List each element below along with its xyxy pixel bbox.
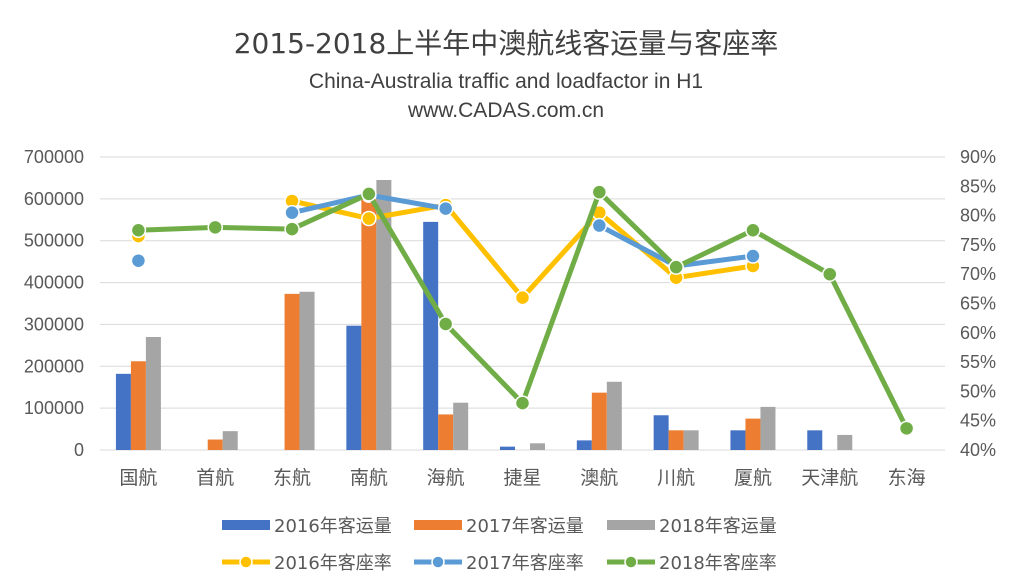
category-label: 国航: [119, 467, 157, 489]
bar: [130, 361, 146, 450]
right-axis-tick-label: 50%: [960, 381, 996, 401]
left-axis-tick-label: 500000: [24, 231, 84, 251]
bar: [299, 291, 315, 450]
point: [437, 200, 454, 217]
category-label: 澳航: [580, 467, 618, 489]
bar: [346, 325, 362, 450]
bar: [453, 402, 469, 450]
point: [745, 222, 761, 238]
point: [361, 210, 377, 227]
category-label: 天津航: [801, 467, 858, 489]
legend-label: 2016年客座率: [274, 553, 392, 574]
bar: [576, 440, 592, 450]
category-label: 厦航: [734, 467, 772, 489]
right-axis-tick-label: 65%: [960, 294, 996, 314]
right-axis-tick-label: 40%: [960, 440, 996, 460]
left-axis-tick-label: 300000: [24, 314, 84, 334]
category-label: 川航: [657, 467, 695, 489]
left-axis-tick-label: 700000: [24, 147, 84, 167]
category-label: 东海: [888, 467, 926, 489]
category-label: 东航: [273, 467, 311, 489]
bar: [376, 180, 392, 450]
bar: [730, 430, 746, 450]
bar: [745, 418, 761, 450]
right-axis-tick-label: 45%: [960, 411, 996, 431]
left-axis-tick-label: 0: [74, 440, 84, 460]
bar: [361, 198, 377, 450]
point: [745, 248, 761, 264]
right-axis-tick-label: 75%: [960, 235, 996, 255]
legend-swatch: [607, 520, 655, 530]
bar: [115, 373, 131, 450]
legend-label: 2016年客运量: [274, 516, 392, 537]
category-label: 海航: [427, 467, 465, 489]
series-line: [135, 189, 910, 431]
legend-swatch: [222, 520, 270, 530]
legend-marker: [239, 555, 253, 569]
point: [822, 266, 838, 282]
bar: [284, 293, 300, 450]
right-axis-tick-label: 90%: [960, 147, 996, 167]
point: [284, 204, 300, 221]
right-axis-tick-label: 60%: [960, 323, 996, 343]
right-axis-tick-label: 55%: [960, 352, 996, 372]
bar: [222, 431, 238, 450]
bar: [653, 415, 669, 450]
bar: [837, 434, 853, 450]
point: [668, 259, 684, 275]
bar: [606, 381, 622, 450]
category-label: 首航: [196, 467, 234, 489]
bar: [683, 430, 699, 450]
bar: [668, 430, 684, 450]
legend-label: 2017年客运量: [466, 516, 584, 537]
bar: [207, 439, 223, 450]
point: [207, 219, 223, 236]
legend-marker: [624, 555, 638, 569]
point: [591, 217, 608, 234]
bar: [145, 336, 161, 450]
point: [130, 252, 147, 269]
right-axis-tick-label: 80%: [960, 206, 996, 226]
point: [284, 221, 300, 237]
bar: [530, 443, 545, 450]
category-label: 南航: [350, 467, 388, 489]
chart-source: www.CADAS.com.cn: [407, 99, 605, 122]
bar: [423, 221, 439, 450]
point: [130, 222, 147, 238]
legend-swatch: [414, 520, 462, 530]
bar: [807, 430, 823, 450]
legend-marker: [431, 555, 445, 569]
chart-title: 2015-2018上半年中澳航线客运量与客座率: [233, 27, 779, 60]
category-label: 捷星: [503, 467, 541, 489]
series-line: [289, 198, 756, 301]
point: [514, 395, 531, 411]
point: [437, 316, 454, 332]
bar: [591, 392, 607, 450]
point: [361, 186, 377, 202]
bar: [760, 406, 776, 450]
chart-subtitle: China-Australia traffic and loadfactor i…: [308, 70, 704, 93]
legend-label: 2018年客运量: [659, 516, 777, 537]
bar: [438, 414, 454, 450]
left-axis-tick-label: 600000: [24, 189, 84, 209]
point: [591, 184, 608, 200]
point: [898, 420, 915, 437]
legend-label: 2017年客座率: [466, 553, 584, 574]
right-axis-tick-label: 85%: [960, 176, 996, 196]
left-axis-tick-label: 100000: [24, 398, 84, 418]
left-axis-tick-label: 200000: [24, 356, 84, 376]
point: [514, 289, 531, 306]
bar: [500, 446, 515, 450]
right-axis-tick-label: 70%: [960, 264, 996, 284]
legend-label: 2018年客座率: [659, 553, 777, 574]
left-axis-tick-label: 400000: [24, 273, 84, 293]
